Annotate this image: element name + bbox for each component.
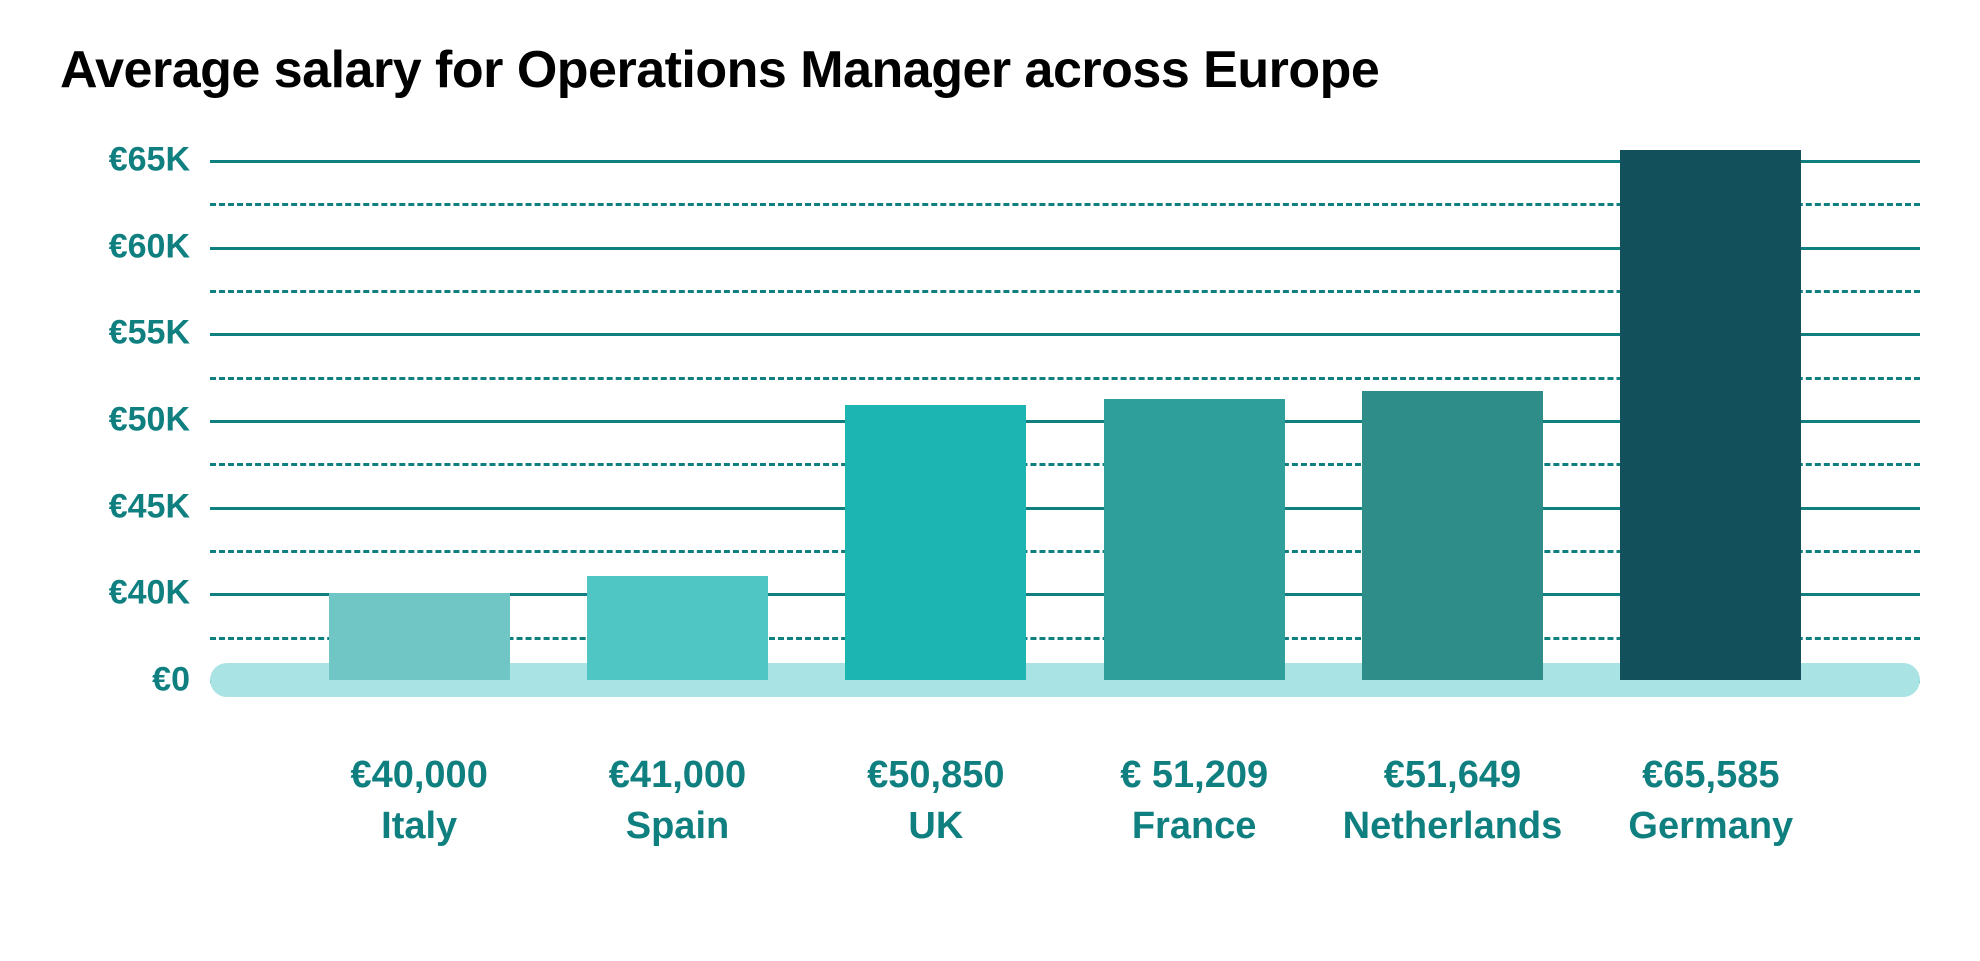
bar [1104,399,1285,680]
bar-slot [1323,130,1581,680]
bars-container [290,130,1840,680]
bar-category-label: Netherlands [1323,801,1581,852]
y-tick-label: €40K [109,574,190,613]
bar-value-label: €51,649 [1323,750,1581,801]
y-axis-labels: €65K €60K €55K €50K €45K €40K €0 [60,130,200,710]
bar-category-label: France [1065,801,1323,852]
bar-category-label: UK [807,801,1065,852]
bar-slot [807,130,1065,680]
bar-slot [1582,130,1840,680]
bar-value-label: €50,850 [807,750,1065,801]
bar-value-label: € 51,209 [1065,750,1323,801]
y-tick-label: €65K [109,141,190,180]
bar [845,405,1026,680]
x-tick-label: €65,585Germany [1582,750,1840,853]
x-tick-label: € 51,209France [1065,750,1323,853]
bar-category-label: Spain [548,801,806,852]
bar [587,576,768,680]
y-tick-label: €45K [109,487,190,526]
bar-value-label: €40,000 [290,750,548,801]
bar-slot [548,130,806,680]
y-tick-label: €60K [109,227,190,266]
x-tick-label: €40,000Italy [290,750,548,853]
bar [329,593,510,680]
x-tick-label: €50,850UK [807,750,1065,853]
plot-area: €65K €60K €55K €50K €45K €40K €0 [60,130,1920,710]
x-tick-label: €51,649Netherlands [1323,750,1581,853]
bar-slot [1065,130,1323,680]
x-tick-label: €41,000Spain [548,750,806,853]
x-axis-labels: €40,000Italy€41,000Spain€50,850UK€ 51,20… [290,750,1840,853]
grid [210,130,1920,710]
bar-category-label: Germany [1582,801,1840,852]
y-tick-label: €50K [109,401,190,440]
chart-title: Average salary for Operations Manager ac… [60,40,1920,100]
salary-bar-chart: Average salary for Operations Manager ac… [60,40,1920,853]
bar [1362,391,1543,680]
y-tick-label: €55K [109,314,190,353]
bar-category-label: Italy [290,801,548,852]
bar-slot [290,130,548,680]
bar-value-label: €41,000 [548,750,806,801]
y-tick-label: €0 [152,661,190,700]
bar [1620,150,1801,680]
bar-value-label: €65,585 [1582,750,1840,801]
